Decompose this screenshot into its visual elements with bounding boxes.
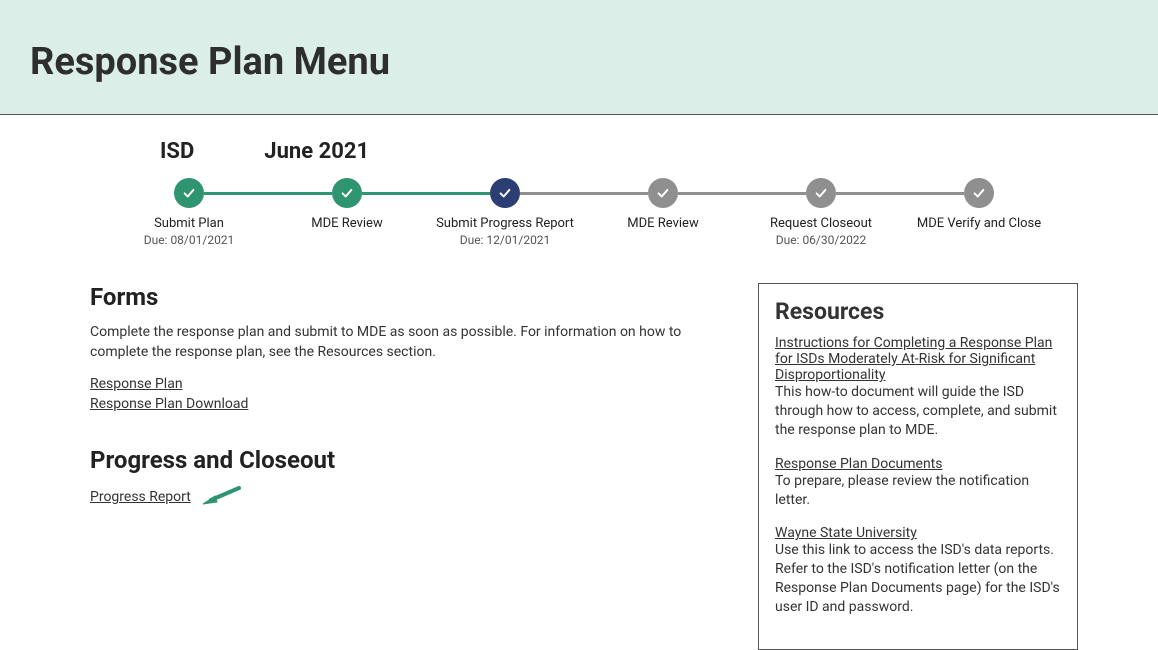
step-3: MDE Review: [584, 178, 742, 247]
stepper-label-date: June 2021: [264, 139, 369, 164]
step-dot[interactable]: [648, 178, 678, 208]
step-due: Due: 08/01/2021: [110, 233, 268, 247]
step-dot[interactable]: [490, 178, 520, 208]
resource-item-0: Instructions for Completing a Response P…: [775, 335, 1061, 440]
step-dot[interactable]: [174, 178, 204, 208]
step-label: Submit Progress Report: [426, 216, 584, 231]
step-dot[interactable]: [332, 178, 362, 208]
forms-link-0[interactable]: Response Plan: [90, 376, 728, 392]
resources-panel: Resources Instructions for Completing a …: [758, 283, 1078, 650]
step-dot[interactable]: [964, 178, 994, 208]
check-icon: [182, 186, 196, 200]
step-1: MDE Review: [268, 178, 426, 247]
check-icon: [972, 186, 986, 200]
step-connector: [520, 192, 648, 195]
step-label: MDE Review: [584, 216, 742, 231]
check-icon: [656, 186, 670, 200]
arrow-icon: [201, 484, 241, 506]
progress-stepper: Submit PlanDue: 08/01/2021MDE ReviewSubm…: [90, 178, 1078, 247]
step-connector: [362, 192, 490, 195]
step-connector: [204, 192, 332, 195]
resource-link[interactable]: Instructions for Completing a Response P…: [775, 335, 1052, 383]
page-title: Response Plan Menu: [30, 40, 1128, 84]
progress-heading: Progress and Closeout: [90, 446, 728, 474]
step-label: MDE Verify and Close: [900, 216, 1058, 231]
resource-link[interactable]: Response Plan Documents: [775, 456, 943, 472]
check-icon: [814, 186, 828, 200]
step-label: MDE Review: [268, 216, 426, 231]
resource-item-2: Wayne State UniversityUse this link to a…: [775, 525, 1061, 617]
step-connector: [678, 192, 806, 195]
step-5: MDE Verify and Close: [900, 178, 1058, 247]
progress-report-link[interactable]: Progress Report: [90, 489, 191, 505]
stepper-label-isd: ISD: [160, 139, 194, 164]
check-icon: [498, 186, 512, 200]
resource-link[interactable]: Wayne State University: [775, 525, 917, 541]
step-label: Submit Plan: [110, 216, 268, 231]
resources-heading: Resources: [775, 298, 1061, 325]
forms-intro: Complete the response plan and submit to…: [90, 323, 728, 362]
resource-description: This how-to document will guide the ISD …: [775, 384, 1057, 438]
step-2: Submit Progress Report Due: 12/01/2021: [426, 178, 584, 247]
resource-description: Use this link to access the ISD's data r…: [775, 542, 1060, 615]
forms-heading: Forms: [90, 283, 728, 311]
step-4: Request Closeout Due: 06/30/2022: [742, 178, 900, 247]
header-band: Response Plan Menu: [0, 0, 1158, 114]
resource-description: To prepare, please review the notificati…: [775, 473, 1029, 508]
resource-item-1: Response Plan DocumentsTo prepare, pleas…: [775, 456, 1061, 510]
step-due: Due: 12/01/2021: [426, 233, 584, 247]
step-0: Submit Plan Due: 08/01/2021: [110, 178, 268, 247]
step-due: Due: 06/30/2022: [742, 233, 900, 247]
check-icon: [340, 186, 354, 200]
forms-link-1[interactable]: Response Plan Download: [90, 396, 728, 412]
step-label: Request Closeout: [742, 216, 900, 231]
stepper-context-labels: ISD June 2021: [90, 139, 1078, 164]
step-connector: [836, 192, 964, 195]
step-dot[interactable]: [806, 178, 836, 208]
